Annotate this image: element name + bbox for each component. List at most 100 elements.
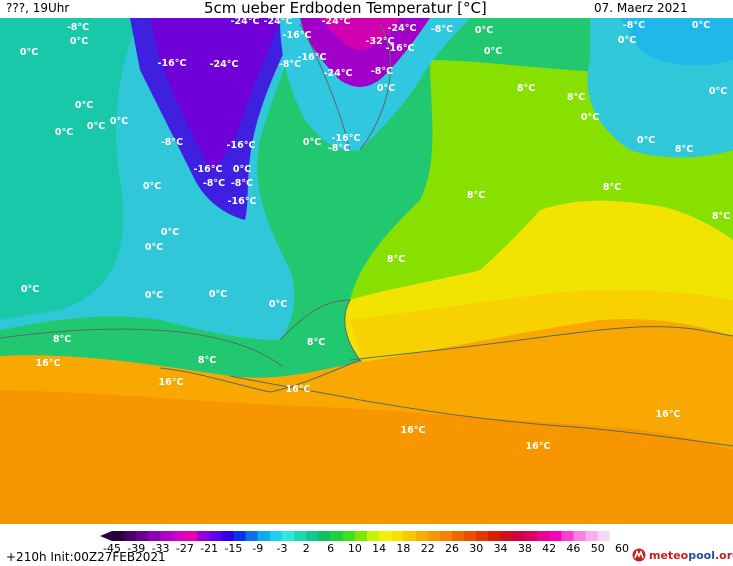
color-scale-cell — [172, 531, 186, 541]
color-scale-cell — [330, 531, 344, 541]
color-scale-cell — [184, 531, 198, 541]
temperature-label: 0°C — [692, 20, 710, 31]
color-scale-cell — [318, 531, 332, 541]
color-scale-tick-label: 6 — [327, 542, 335, 555]
color-scale-tick-label: -33 — [151, 542, 170, 555]
temperature-label: 0°C — [637, 135, 655, 146]
color-scale-tick-label: 50 — [590, 542, 605, 555]
color-scale-cell — [112, 531, 125, 541]
temperature-label: 16°C — [401, 425, 426, 436]
forecast-date: 07. Maerz 2021 — [594, 1, 688, 15]
color-scale-cell — [342, 531, 356, 541]
color-scale-tick-label: -45 — [103, 542, 121, 555]
temperature-label: -8°C — [279, 59, 301, 70]
color-scale-bar — [100, 531, 623, 541]
color-scale-cell — [512, 531, 526, 541]
color-scale-tick-label: 34 — [493, 542, 508, 555]
color-scale-tick-label: 46 — [566, 542, 581, 555]
color-scale-cell — [282, 531, 295, 541]
temperature-label: 16°C — [656, 409, 681, 420]
temperature-label: 16°C — [526, 441, 551, 452]
cold-land-teal — [0, 18, 140, 320]
color-scale-cell — [294, 531, 307, 541]
temperature-label: -16°C — [386, 43, 415, 54]
color-scale-cell — [403, 531, 417, 541]
color-scale-cell — [609, 531, 623, 541]
color-scale-cell — [439, 531, 453, 541]
color-scale-cell — [367, 531, 380, 541]
temperature-label: 16°C — [286, 384, 311, 395]
temperature-label: 8°C — [467, 190, 485, 201]
color-scale-cell — [427, 531, 441, 541]
temperature-label: -8°C — [431, 24, 453, 35]
color-scale-tick-label: 60 — [615, 542, 629, 555]
header-bar: ???, 19Uhr 5cm ueber Erdboden Temperatur… — [0, 0, 733, 18]
temperature-label: 8°C — [517, 83, 535, 94]
color-scale-cell — [549, 531, 562, 541]
temperature-label: 0°C — [145, 242, 163, 253]
temperature-label: -16°C — [332, 133, 361, 144]
temperature-label: 0°C — [87, 121, 105, 132]
color-scale-cell — [464, 531, 477, 541]
temperature-label: 0°C — [21, 284, 39, 295]
color-scale-cell — [500, 531, 514, 541]
temperature-label: 8°C — [603, 182, 621, 193]
color-scale-tick-label: -27 — [175, 542, 194, 555]
temperature-label: -16°C — [283, 30, 312, 41]
temperature-label: -24°C — [324, 68, 353, 79]
meteopool-logo[interactable]: meteopool.org — [632, 548, 733, 564]
temperature-label: -16°C — [158, 58, 187, 69]
color-scale-cell — [379, 531, 392, 541]
color-scale-cell — [245, 531, 259, 541]
temperature-label: 0°C — [233, 164, 251, 175]
color-scale-arrow — [100, 531, 112, 541]
temperature-label: 0°C — [269, 299, 287, 310]
temperature-label: 8°C — [712, 211, 730, 222]
color-scale-tick-label: -9 — [252, 542, 264, 555]
temperature-label: -24°C — [388, 23, 417, 34]
color-scale-cell — [257, 531, 271, 541]
color-scale-tick-label: -15 — [224, 542, 243, 555]
temperature-labels: -8°C 0°C 0°C -16°C -24°C -24°C -24°C -24°C -16°C… — [20, 18, 730, 452]
color-scale-cell — [573, 531, 587, 541]
color-scale-tick-label: -39 — [127, 542, 146, 555]
temperature-label: 0°C — [55, 127, 73, 138]
color-scale-ticks: -45 -39 -33 -27 -21 -15 -9 -3 2 6 10 14 18 22 26 30 34 38… — [103, 542, 629, 556]
color-scale-cell — [488, 531, 502, 541]
temperature-map: -8°C 0°C 0°C -16°C -24°C -24°C -24°C -24°C -16°C… — [0, 18, 733, 524]
temperature-label: -8°C — [161, 137, 183, 148]
footer-bar: -45 -39 -33 -27 -21 -15 -9 -3 2 6 10 14 18 22 26 30 34 38… — [0, 524, 733, 566]
meteopool-logo-text: meteopool.org — [649, 549, 733, 562]
color-scale-tick-label: 42 — [542, 542, 557, 555]
greenland-core — [300, 18, 430, 87]
color-scale-cell — [476, 531, 490, 541]
temperature-label: -8°C — [203, 178, 225, 189]
temperature-label: 8°C — [307, 337, 325, 348]
temperature-label: 0°C — [709, 86, 727, 97]
temperature-label: -16°C — [298, 52, 327, 63]
color-scale-cell — [391, 531, 405, 541]
color-scale-cell — [306, 531, 320, 541]
temperature-label: 16°C — [159, 377, 184, 388]
temperature-label: 0°C — [581, 112, 599, 123]
color-scale-tick-label: 10 — [347, 542, 362, 555]
temperature-label: 8°C — [567, 92, 585, 103]
color-scale-tick-label: 2 — [302, 542, 310, 555]
color-scale-cell — [597, 531, 611, 541]
color-scale-cell — [561, 531, 575, 541]
color-scale-cell — [524, 531, 538, 541]
temperature-label: -24°C — [231, 18, 260, 27]
color-scale-cell — [124, 531, 137, 541]
temperature-label: 0°C — [303, 137, 321, 148]
temperature-label: -24°C — [210, 59, 239, 70]
temperature-label: 8°C — [53, 334, 71, 345]
temperature-label: -8°C — [371, 66, 393, 77]
temperature-label: -8°C — [623, 20, 645, 31]
greenland-peak — [320, 18, 400, 51]
siberia-cold — [620, 18, 733, 66]
color-scale-cell — [452, 531, 465, 541]
color-scale-cell — [136, 531, 150, 541]
temperature-label: -16°C — [194, 164, 223, 175]
temperature-label: -16°C — [228, 196, 257, 207]
temperature-label: 0°C — [618, 35, 636, 46]
